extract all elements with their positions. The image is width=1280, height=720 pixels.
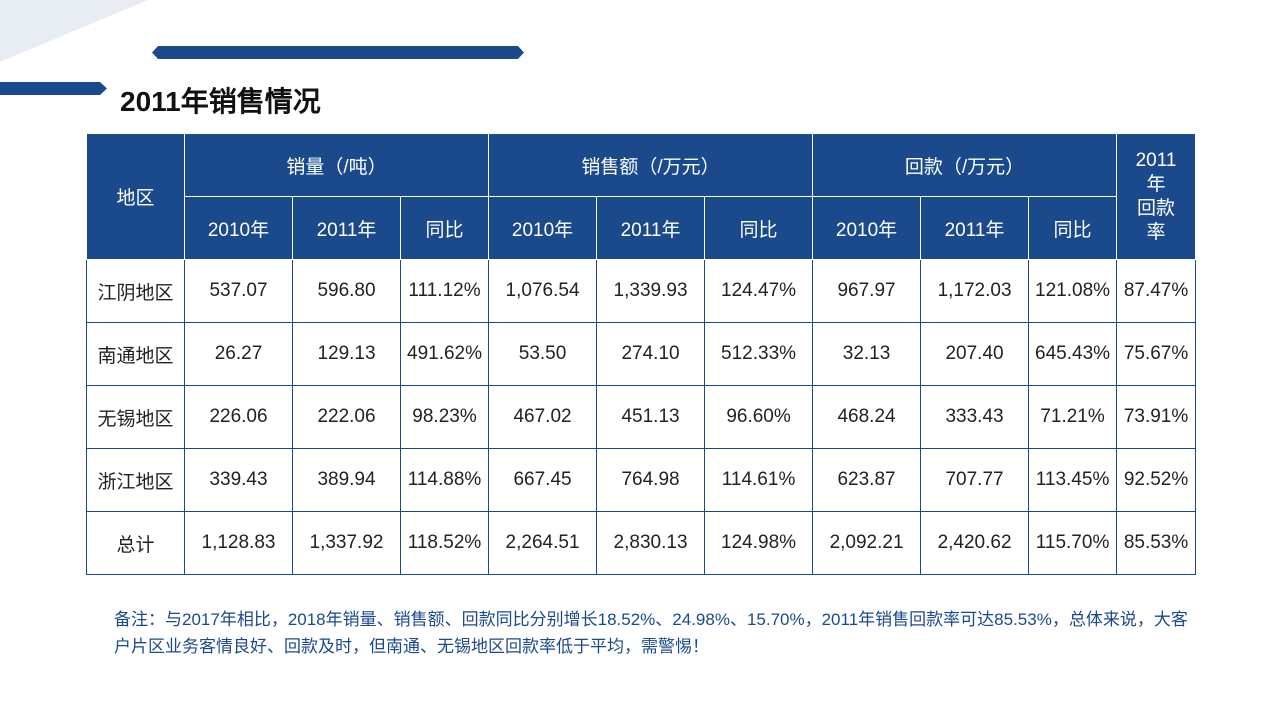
table-cell: 53.50	[488, 322, 598, 386]
table-cell: 1,337.92	[292, 511, 401, 575]
table-cell: 623.87	[812, 448, 922, 512]
table-cell: 967.97	[812, 259, 922, 323]
subheader-volume-yoy: 同比	[399, 196, 490, 260]
table-row: 江阴地区 537.07 596.80 111.12% 1,076.54 1,33…	[86, 259, 1197, 323]
table-cell: 121.08%	[1028, 259, 1118, 323]
table-row-total: 总计 1,128.83 1,337.92 118.52% 2,264.51 2,…	[86, 511, 1197, 575]
table-cell: 32.13	[812, 322, 922, 386]
table-cell: 114.88%	[399, 448, 490, 512]
table-cell: 115.70%	[1028, 511, 1118, 575]
table-cell: 118.52%	[399, 511, 490, 575]
table-cell: 451.13	[596, 385, 706, 449]
table-cell: 468.24	[812, 385, 922, 449]
table-row: 南通地区 26.27 129.13 491.62% 53.50 274.10 5…	[86, 322, 1197, 386]
table-cell: 596.80	[292, 259, 401, 323]
subheader-revenue-2011: 2011年	[596, 196, 706, 260]
table-cell: 333.43	[920, 385, 1030, 449]
subheader-collection-yoy: 同比	[1028, 196, 1118, 260]
table-cell: 71.21%	[1028, 385, 1118, 449]
table-cell: 339.43	[184, 448, 293, 512]
table-cell: 2,420.62	[920, 511, 1030, 575]
left-accent-bar	[0, 82, 107, 95]
subheader-collection-2010: 2010年	[812, 196, 922, 260]
table-cell: 2,830.13	[596, 511, 706, 575]
table-cell: 2,264.51	[488, 511, 598, 575]
region-cell: 南通地区	[86, 322, 185, 386]
table-cell: 124.98%	[704, 511, 814, 575]
table-cell: 1,339.93	[596, 259, 706, 323]
header-group-revenue: 销售额（/万元）	[488, 133, 814, 197]
top-accent-bar	[152, 46, 524, 59]
table-cell: 26.27	[184, 322, 293, 386]
table-cell: 491.62%	[399, 322, 490, 386]
table-cell: 512.33%	[704, 322, 814, 386]
table-cell: 96.60%	[704, 385, 814, 449]
subheader-revenue-2010: 2010年	[488, 196, 598, 260]
table-cell: 114.61%	[704, 448, 814, 512]
page-title: 2011年销售情况	[120, 86, 321, 117]
table-cell: 98.23%	[399, 385, 490, 449]
table-cell: 645.43%	[1028, 322, 1118, 386]
subheader-volume-2011: 2011年	[292, 196, 401, 260]
table-cell: 75.67%	[1116, 322, 1197, 386]
table-cell: 92.52%	[1116, 448, 1197, 512]
remark-note: 备注：与2017年相比，2018年销量、销售额、回款同比分别增长18.52%、2…	[114, 610, 1188, 656]
subheader-collection-2011: 2011年	[920, 196, 1030, 260]
region-cell: 江阴地区	[86, 259, 185, 323]
table-cell: 389.94	[292, 448, 401, 512]
region-cell: 浙江地区	[86, 448, 185, 512]
table-cell: 1,128.83	[184, 511, 293, 575]
table-row: 无锡地区 226.06 222.06 98.23% 467.02 451.13 …	[86, 385, 1197, 449]
table-cell: 1,172.03	[920, 259, 1030, 323]
header-group-collection: 回款（/万元）	[812, 133, 1118, 197]
table-cell: 707.77	[920, 448, 1030, 512]
table-cell: 207.40	[920, 322, 1030, 386]
table-cell: 764.98	[596, 448, 706, 512]
table-cell: 85.53%	[1116, 511, 1197, 575]
table-cell: 1,076.54	[488, 259, 598, 323]
table-cell: 274.10	[596, 322, 706, 386]
subheader-volume-2010: 2010年	[184, 196, 293, 260]
corner-decoration	[0, 0, 148, 62]
region-cell: 无锡地区	[86, 385, 185, 449]
table-cell: 124.47%	[704, 259, 814, 323]
subheader-revenue-yoy: 同比	[704, 196, 814, 260]
table-cell: 222.06	[292, 385, 401, 449]
table-cell: 2,092.21	[812, 511, 922, 575]
table-cell: 467.02	[488, 385, 598, 449]
header-collection-rate: 2011 年 回款 率	[1116, 133, 1197, 260]
table-cell: 113.45%	[1028, 448, 1118, 512]
sales-table: 地区 销量（/吨） 销售额（/万元） 回款（/万元） 2011 年 回款 率 2…	[86, 133, 1197, 575]
table-cell: 226.06	[184, 385, 293, 449]
region-cell: 总计	[86, 511, 185, 575]
table-cell: 73.91%	[1116, 385, 1197, 449]
table-cell: 537.07	[184, 259, 293, 323]
table-cell: 87.47%	[1116, 259, 1197, 323]
table-cell: 129.13	[292, 322, 401, 386]
table-row: 浙江地区 339.43 389.94 114.88% 667.45 764.98…	[86, 448, 1197, 512]
header-region: 地区	[86, 133, 185, 260]
table-cell: 111.12%	[399, 259, 490, 323]
header-group-volume: 销量（/吨）	[183, 133, 490, 197]
table-cell: 667.45	[488, 448, 598, 512]
